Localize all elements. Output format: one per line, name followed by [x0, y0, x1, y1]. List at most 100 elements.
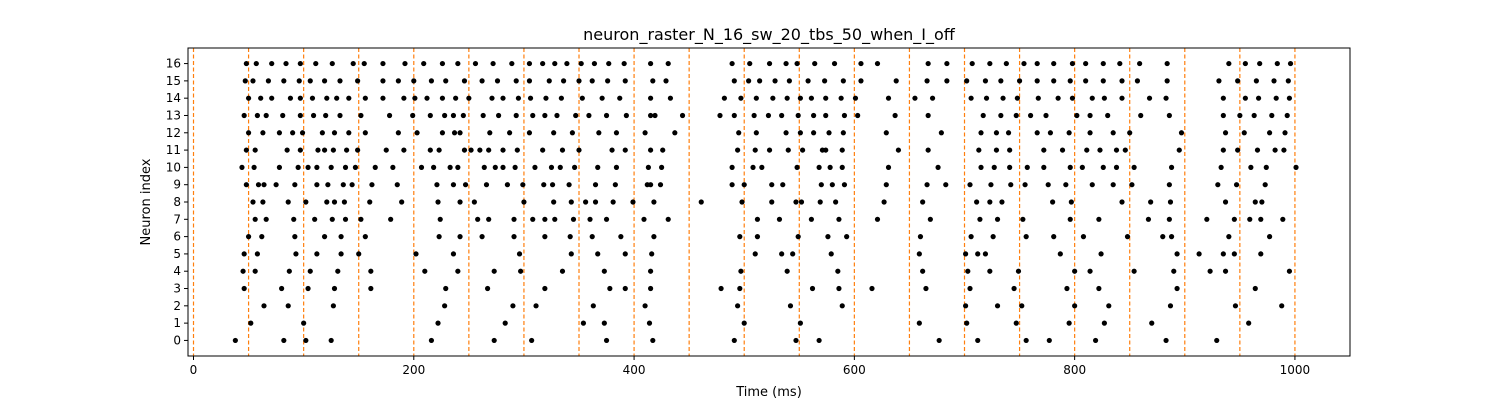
- spike-n16-t798: [1069, 60, 1076, 67]
- spike-n6-t977: [1266, 234, 1273, 240]
- spike-n0-t125: [328, 337, 334, 344]
- spike-n5-t416: [649, 251, 655, 257]
- spike-n7-t291: [511, 216, 517, 222]
- spike-n10-t264: [481, 164, 487, 170]
- spike-n13-t574: [823, 112, 829, 119]
- spike-n15-t981: [1271, 78, 1277, 84]
- spike-n10-t489: [729, 164, 735, 170]
- spike-n16-t71: [269, 60, 275, 67]
- spike-n12-t991: [1282, 130, 1288, 136]
- spike-n6-t119: [321, 234, 328, 240]
- spike-n14-t88: [287, 95, 294, 101]
- spike-n13-t178: [386, 112, 393, 119]
- spike-n3-t229: [443, 285, 449, 292]
- spike-n4-t890: [1171, 268, 1177, 274]
- spike-n16-t841: [1117, 60, 1123, 67]
- spike-n10-t218: [431, 164, 437, 170]
- spike-n13-t415: [647, 112, 654, 119]
- spike-n12-t835: [1110, 130, 1116, 136]
- spike-n13-t319: [542, 112, 548, 119]
- spike-n12-t99: [299, 130, 306, 136]
- spike-n2-t730: [994, 303, 1001, 309]
- spike-n15-t417: [650, 78, 656, 84]
- spike-n9-t852: [1129, 182, 1135, 188]
- spike-n10-t55: [251, 164, 257, 170]
- y-tick-label-10: 10: [166, 160, 181, 174]
- spike-n4-t240: [455, 268, 461, 274]
- spike-n6-t134: [338, 234, 344, 240]
- spike-n16-t548: [794, 60, 800, 67]
- spike-n10-t508: [750, 164, 756, 170]
- spike-n13-t330: [554, 112, 560, 119]
- spike-n10-t838: [1113, 164, 1120, 170]
- spike-n8-t887: [1167, 199, 1174, 205]
- spike-n10-t233: [447, 164, 453, 170]
- spike-n8-t160: [367, 199, 373, 205]
- spike-n8-t734: [999, 199, 1005, 205]
- spike-n9-t285: [504, 182, 511, 188]
- spike-n0-t216: [428, 337, 435, 344]
- spike-n13-t120: [323, 112, 329, 119]
- spike-n10-t568: [816, 164, 822, 170]
- x-tick-label-200: 200: [402, 363, 425, 377]
- spike-n14-t655: [912, 95, 918, 101]
- spike-n9-t266: [483, 182, 490, 188]
- spike-n15-t638: [893, 78, 899, 84]
- spike-n10-t367: [595, 164, 601, 170]
- spike-n11-t811: [1084, 147, 1090, 153]
- spike-n10-t578: [827, 164, 833, 170]
- spike-n4-t937: [1222, 268, 1229, 274]
- x-axis: 0 200 400 600 800 1000: [190, 356, 1310, 377]
- y-tick-label-16: 16: [166, 57, 181, 71]
- spike-n4-t335: [559, 268, 566, 274]
- spike-n9-t535: [780, 182, 786, 188]
- spike-n1-t702: [964, 320, 970, 326]
- spike-n9-t724: [988, 182, 994, 188]
- spike-n9-t122: [325, 182, 331, 188]
- spike-n0-t491: [731, 337, 737, 344]
- x-tick-label-800: 800: [1063, 363, 1086, 377]
- spike-n10-t741: [1007, 164, 1013, 170]
- spike-n11-t494: [735, 147, 741, 153]
- spike-n3-t705: [967, 285, 973, 292]
- spike-n11-t56: [252, 147, 258, 153]
- spike-n16-t684: [944, 60, 950, 67]
- spike-n9-t318: [541, 182, 547, 188]
- spike-n14-t843: [1119, 95, 1125, 101]
- spike-n6-t576: [825, 234, 831, 240]
- spike-n5-t150: [356, 251, 362, 257]
- spike-n15-t666: [924, 78, 930, 84]
- spike-n15-t336: [560, 78, 567, 84]
- spike-n13-t603: [855, 112, 861, 119]
- spike-n16-t564: [812, 60, 818, 67]
- spike-n12-t629: [883, 130, 889, 136]
- y-tick-label-8: 8: [173, 195, 181, 209]
- spike-n8-t102: [303, 199, 309, 205]
- spike-n13-t491: [731, 112, 737, 119]
- spike-n11-t948: [1235, 147, 1241, 153]
- spike-n9-t591: [841, 182, 848, 188]
- spike-n14-t785: [1055, 95, 1061, 101]
- spike-n8-t418: [651, 199, 657, 205]
- spike-n5-t534: [779, 251, 785, 257]
- spike-n5-t701: [963, 251, 969, 257]
- spike-n8-t222: [435, 199, 441, 205]
- spike-n13-t228: [442, 112, 448, 119]
- spike-n7-t796: [1067, 216, 1073, 222]
- spike-n4-t297: [518, 268, 524, 274]
- spike-n16-t317: [540, 60, 546, 67]
- spike-n12-t766: [1034, 130, 1040, 136]
- spike-n0-t777: [1046, 337, 1052, 344]
- spike-n7-t512: [754, 216, 761, 222]
- spike-n5-t367: [595, 251, 601, 257]
- spike-n15-t305: [526, 78, 533, 84]
- spike-n12-t437: [672, 130, 678, 136]
- spike-n14-t482: [721, 95, 727, 101]
- spike-n3-t964: [1252, 285, 1258, 292]
- spike-n6-t549: [795, 234, 801, 240]
- spike-n15-t149: [355, 78, 361, 84]
- spike-n14-t935: [1220, 95, 1226, 101]
- spike-n5-t945: [1231, 251, 1237, 257]
- spike-n8-t242: [457, 199, 463, 205]
- spike-n15-t200: [411, 78, 417, 84]
